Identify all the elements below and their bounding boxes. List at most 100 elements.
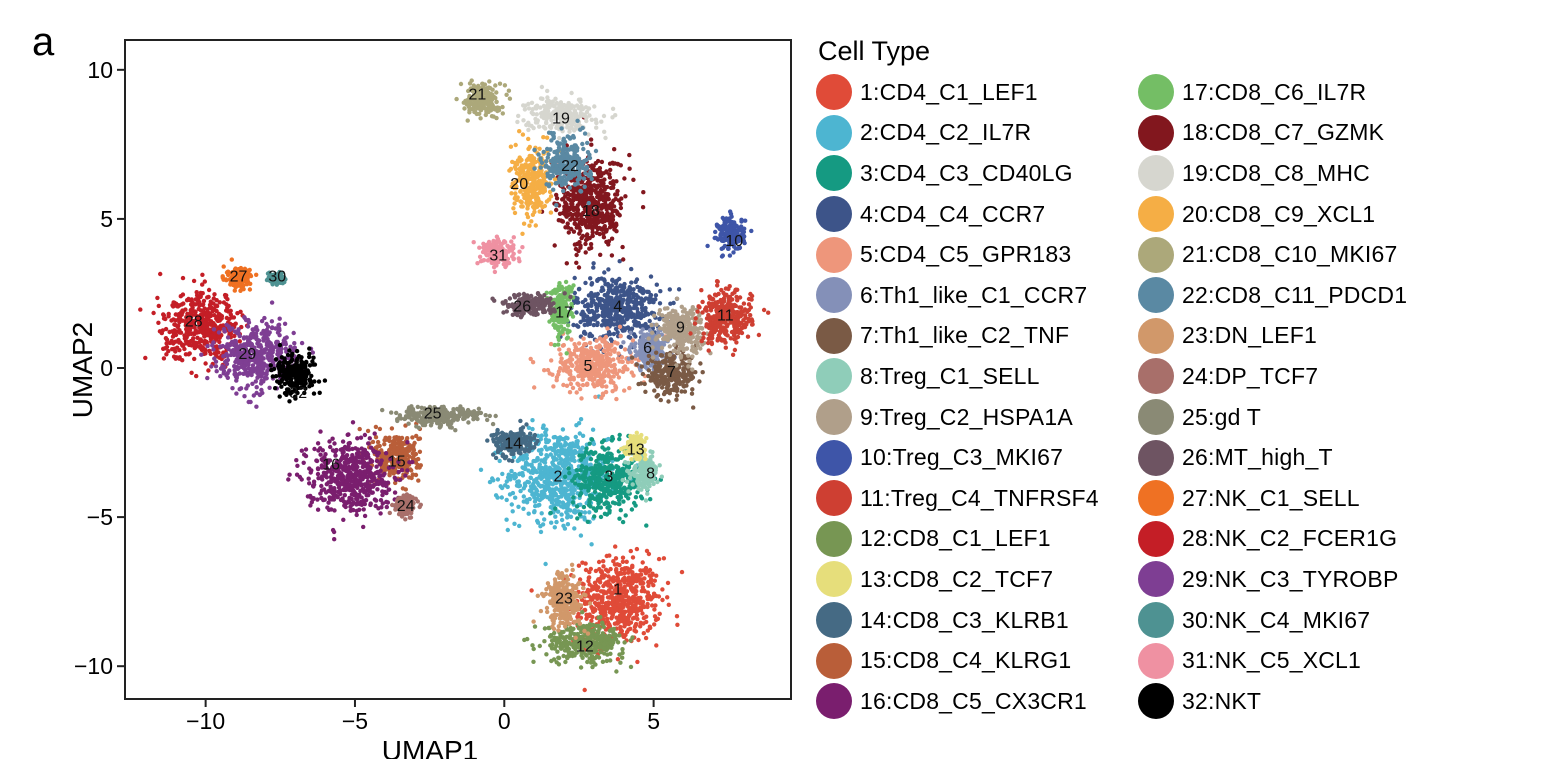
point <box>655 392 661 398</box>
point <box>633 629 639 634</box>
point <box>548 510 553 516</box>
point <box>622 566 627 571</box>
point <box>523 483 528 488</box>
point <box>568 381 574 387</box>
point <box>530 467 536 472</box>
point <box>577 453 582 458</box>
point <box>595 382 600 388</box>
point <box>604 384 609 389</box>
point <box>536 483 542 488</box>
point <box>587 485 592 491</box>
point <box>566 483 571 489</box>
point <box>687 322 693 327</box>
point <box>743 218 748 223</box>
point <box>604 294 610 299</box>
point <box>576 287 582 292</box>
point <box>575 347 580 352</box>
point <box>585 322 590 327</box>
point <box>624 621 629 626</box>
point <box>651 593 657 599</box>
point <box>599 597 604 602</box>
point <box>635 616 640 622</box>
point <box>679 304 684 309</box>
point <box>593 301 598 307</box>
point <box>711 314 717 319</box>
point <box>549 358 554 363</box>
point <box>623 292 628 297</box>
point <box>586 575 591 581</box>
point <box>601 559 606 564</box>
point <box>657 316 662 322</box>
point <box>633 300 638 305</box>
point <box>686 339 691 344</box>
point <box>638 624 643 629</box>
point <box>612 621 618 626</box>
point <box>574 504 580 509</box>
point <box>587 340 593 346</box>
point <box>571 495 576 500</box>
point <box>575 359 581 364</box>
point <box>601 488 607 494</box>
point <box>605 620 611 625</box>
point <box>543 437 549 442</box>
point <box>567 390 573 395</box>
point <box>606 446 611 451</box>
point <box>595 358 600 363</box>
point <box>611 322 617 327</box>
series-1-points <box>529 544 685 693</box>
point <box>658 397 663 403</box>
point <box>603 334 609 340</box>
point <box>612 588 617 593</box>
point <box>589 281 595 286</box>
point <box>587 493 593 498</box>
point <box>551 657 557 662</box>
point <box>688 374 694 379</box>
point <box>630 563 635 568</box>
point <box>539 476 544 481</box>
point <box>709 341 715 347</box>
point <box>576 324 581 329</box>
point <box>580 433 586 438</box>
point <box>608 566 613 572</box>
point <box>623 367 628 372</box>
point <box>617 432 622 438</box>
point <box>588 345 594 351</box>
point <box>727 253 733 258</box>
point <box>538 467 543 472</box>
point <box>575 631 580 637</box>
point <box>529 463 534 468</box>
point <box>578 319 583 325</box>
point <box>602 501 608 506</box>
point <box>719 254 725 259</box>
point <box>700 299 705 305</box>
point <box>648 497 653 502</box>
point <box>609 642 615 647</box>
point <box>576 473 581 478</box>
point <box>542 484 548 489</box>
point <box>643 389 648 394</box>
point <box>410 472 415 477</box>
point <box>490 476 495 481</box>
point <box>654 373 660 379</box>
point <box>645 491 650 496</box>
point <box>630 603 635 609</box>
point <box>634 430 639 435</box>
point <box>592 514 597 519</box>
point <box>568 372 573 377</box>
point <box>602 348 607 354</box>
point <box>621 499 626 504</box>
point <box>529 488 534 493</box>
point <box>678 355 683 360</box>
point <box>541 423 546 428</box>
point <box>623 460 628 465</box>
point <box>553 443 558 449</box>
point <box>581 336 586 341</box>
point <box>601 646 606 652</box>
point <box>685 317 691 322</box>
point <box>655 616 661 621</box>
point <box>510 458 515 464</box>
point <box>611 331 616 337</box>
point <box>592 489 598 494</box>
point <box>628 330 633 335</box>
point <box>671 331 676 336</box>
